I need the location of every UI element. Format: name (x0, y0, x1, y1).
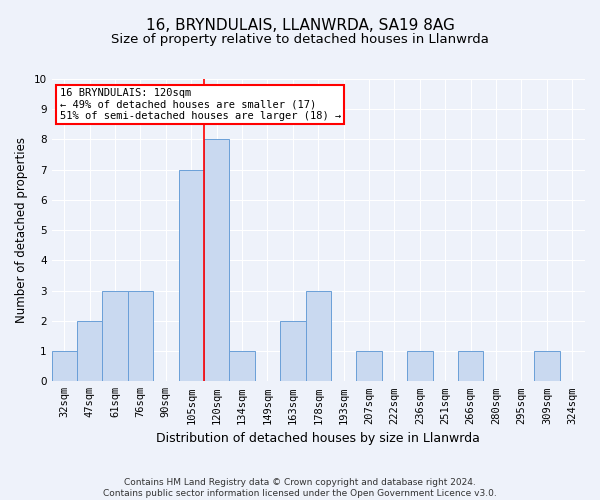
Bar (280, 321, 305, 382)
X-axis label: Distribution of detached houses by size in Llanwrda: Distribution of detached houses by size … (157, 432, 480, 445)
Bar (356, 351, 382, 382)
Bar (407, 351, 433, 382)
Bar (179, 170, 204, 382)
Bar (204, 140, 229, 382)
Bar (305, 290, 331, 382)
Bar (229, 351, 255, 382)
Y-axis label: Number of detached properties: Number of detached properties (15, 137, 28, 323)
Bar (77, 321, 103, 382)
Text: Contains HM Land Registry data © Crown copyright and database right 2024.
Contai: Contains HM Land Registry data © Crown c… (103, 478, 497, 498)
Text: 16 BRYNDULAIS: 120sqm
← 49% of detached houses are smaller (17)
51% of semi-deta: 16 BRYNDULAIS: 120sqm ← 49% of detached … (59, 88, 341, 122)
Bar (128, 290, 153, 382)
Bar (458, 351, 484, 382)
Text: 16, BRYNDULAIS, LLANWRDA, SA19 8AG: 16, BRYNDULAIS, LLANWRDA, SA19 8AG (146, 18, 454, 32)
Bar (103, 290, 128, 382)
Text: Size of property relative to detached houses in Llanwrda: Size of property relative to detached ho… (111, 32, 489, 46)
Bar (52, 351, 77, 382)
Bar (534, 351, 560, 382)
